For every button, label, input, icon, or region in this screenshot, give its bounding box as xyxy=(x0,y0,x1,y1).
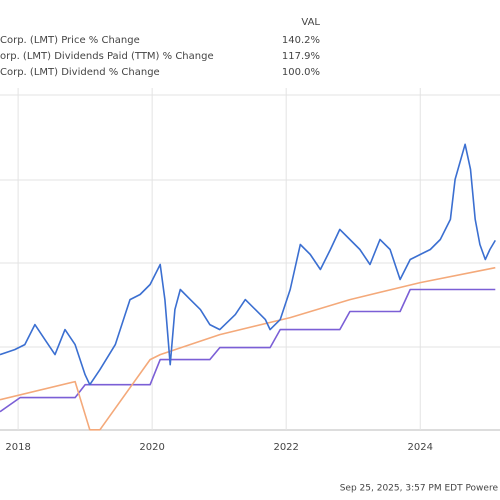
legend-label: orp. (LMT) Dividends Paid (TTM) % Change xyxy=(0,51,214,62)
legend-value: 140.2% xyxy=(282,35,320,46)
series-line xyxy=(0,143,496,386)
footer: Sep 25, 2025, 3:57 PM EDT Powere xyxy=(340,484,499,494)
x-tick-label: 2020 xyxy=(139,442,164,453)
legend-value: 100.0% xyxy=(282,67,320,78)
legend-header: VAL xyxy=(301,17,320,28)
legend-label: Corp. (LMT) Price % Change xyxy=(0,35,140,46)
x-tick-label: 2022 xyxy=(273,442,298,453)
legend-value: 117.9% xyxy=(282,51,320,62)
x-tick-label: 2024 xyxy=(408,442,433,453)
series-line xyxy=(0,266,496,431)
x-tick-label: 2018 xyxy=(5,442,30,453)
legend-label: Corp. (LMT) Dividend % Change xyxy=(0,67,160,78)
